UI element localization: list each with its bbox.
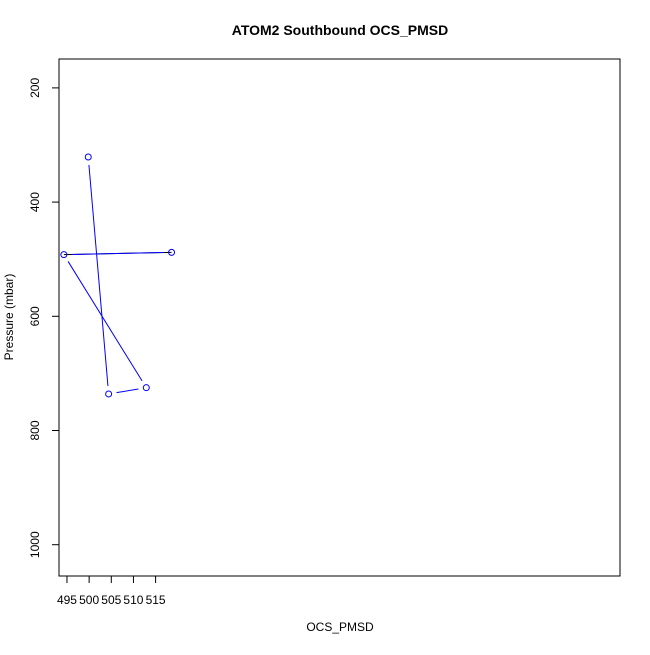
data-point [168,248,176,256]
data-point [60,251,68,259]
x-tick-label: 505 [101,593,121,607]
data-point [105,390,113,398]
series-segment [116,388,139,394]
y-tick-label: 400 [28,192,42,212]
plot-frame [58,58,621,577]
x-axis: 495 500 505 510 515 [57,575,166,607]
data-point [142,384,150,392]
x-tick-label: 515 [146,593,166,607]
x-tick-label: 500 [79,593,99,607]
series-segment [67,261,143,382]
x-tick-label: 495 [57,593,77,607]
plot-area [60,153,176,398]
y-axis-label: Pressure (mbar) [2,274,16,361]
series-segment [88,164,109,387]
series-segment [71,252,164,255]
chart-title: ATOM2 Southbound OCS_PMSD [232,22,448,38]
y-axis: 200 400 600 800 1000 [28,78,60,558]
y-tick-label: 1000 [28,531,42,558]
x-tick-label: 510 [123,593,143,607]
y-tick-label: 200 [28,78,42,98]
y-tick-label: 600 [28,306,42,326]
y-tick-label: 800 [28,420,42,440]
x-axis-label: OCS_PMSD [306,620,374,634]
data-point [84,153,92,161]
